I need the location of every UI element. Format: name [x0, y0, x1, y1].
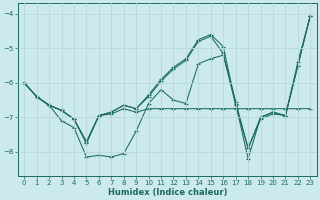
- X-axis label: Humidex (Indice chaleur): Humidex (Indice chaleur): [108, 188, 227, 197]
